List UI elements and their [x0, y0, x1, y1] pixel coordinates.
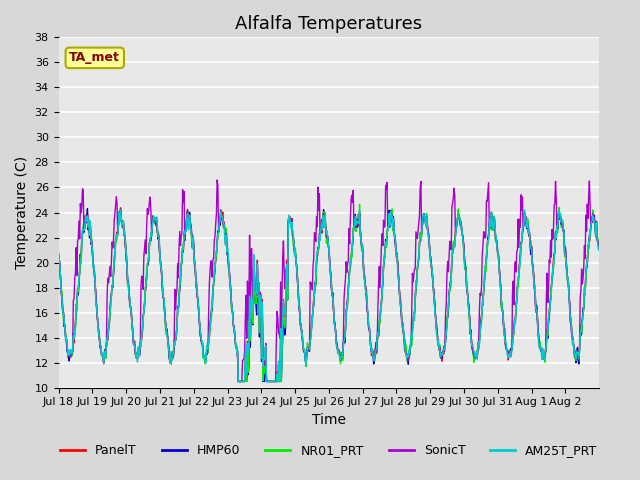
Legend: PanelT, HMP60, NR01_PRT, SonicT, AM25T_PRT: PanelT, HMP60, NR01_PRT, SonicT, AM25T_P… — [55, 440, 603, 463]
X-axis label: Time: Time — [312, 413, 346, 427]
Y-axis label: Temperature (C): Temperature (C) — [15, 156, 29, 269]
Text: TA_met: TA_met — [69, 51, 120, 64]
Title: Alfalfa Temperatures: Alfalfa Temperatures — [236, 15, 422, 33]
